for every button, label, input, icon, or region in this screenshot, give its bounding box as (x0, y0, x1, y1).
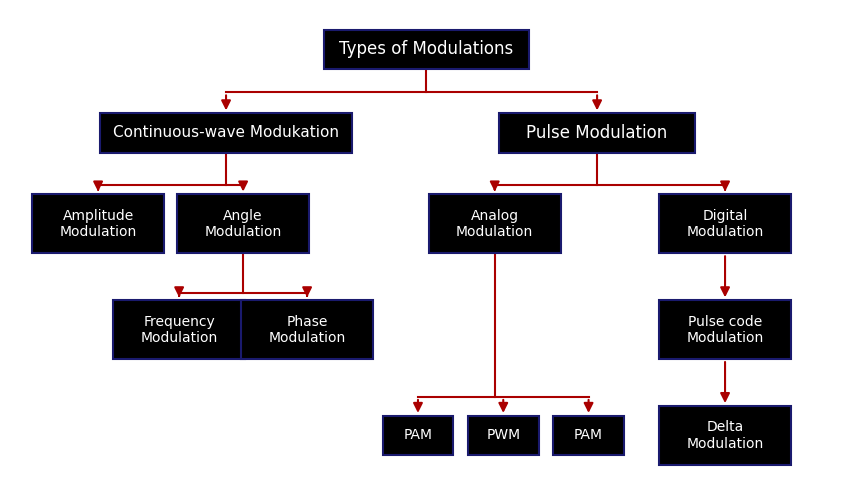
FancyBboxPatch shape (382, 416, 453, 455)
Text: Delta
Modulation: Delta Modulation (686, 420, 763, 451)
FancyBboxPatch shape (101, 113, 351, 153)
Text: Analog
Modulation: Analog Modulation (456, 209, 532, 239)
FancyBboxPatch shape (428, 194, 560, 253)
FancyBboxPatch shape (658, 194, 791, 253)
Text: Amplitude
Modulation: Amplitude Modulation (60, 209, 136, 239)
FancyBboxPatch shape (324, 30, 528, 69)
FancyBboxPatch shape (658, 406, 791, 465)
Text: PAM: PAM (403, 429, 432, 442)
FancyBboxPatch shape (498, 113, 694, 153)
FancyBboxPatch shape (658, 300, 791, 359)
FancyBboxPatch shape (32, 194, 164, 253)
FancyBboxPatch shape (552, 416, 623, 455)
Text: Frequency
Modulation: Frequency Modulation (141, 314, 217, 345)
FancyBboxPatch shape (240, 300, 373, 359)
Text: Pulse Modulation: Pulse Modulation (526, 124, 667, 142)
Text: PWM: PWM (486, 429, 520, 442)
Text: Types of Modulations: Types of Modulations (339, 40, 513, 58)
Text: Phase
Modulation: Phase Modulation (268, 314, 345, 345)
FancyBboxPatch shape (112, 300, 245, 359)
Text: Digital
Modulation: Digital Modulation (686, 209, 763, 239)
Text: PAM: PAM (573, 429, 602, 442)
FancyBboxPatch shape (176, 194, 308, 253)
Text: Angle
Modulation: Angle Modulation (204, 209, 281, 239)
Text: Continuous-wave Modukation: Continuous-wave Modukation (113, 125, 338, 140)
FancyBboxPatch shape (467, 416, 538, 455)
Text: Pulse code
Modulation: Pulse code Modulation (686, 314, 763, 345)
